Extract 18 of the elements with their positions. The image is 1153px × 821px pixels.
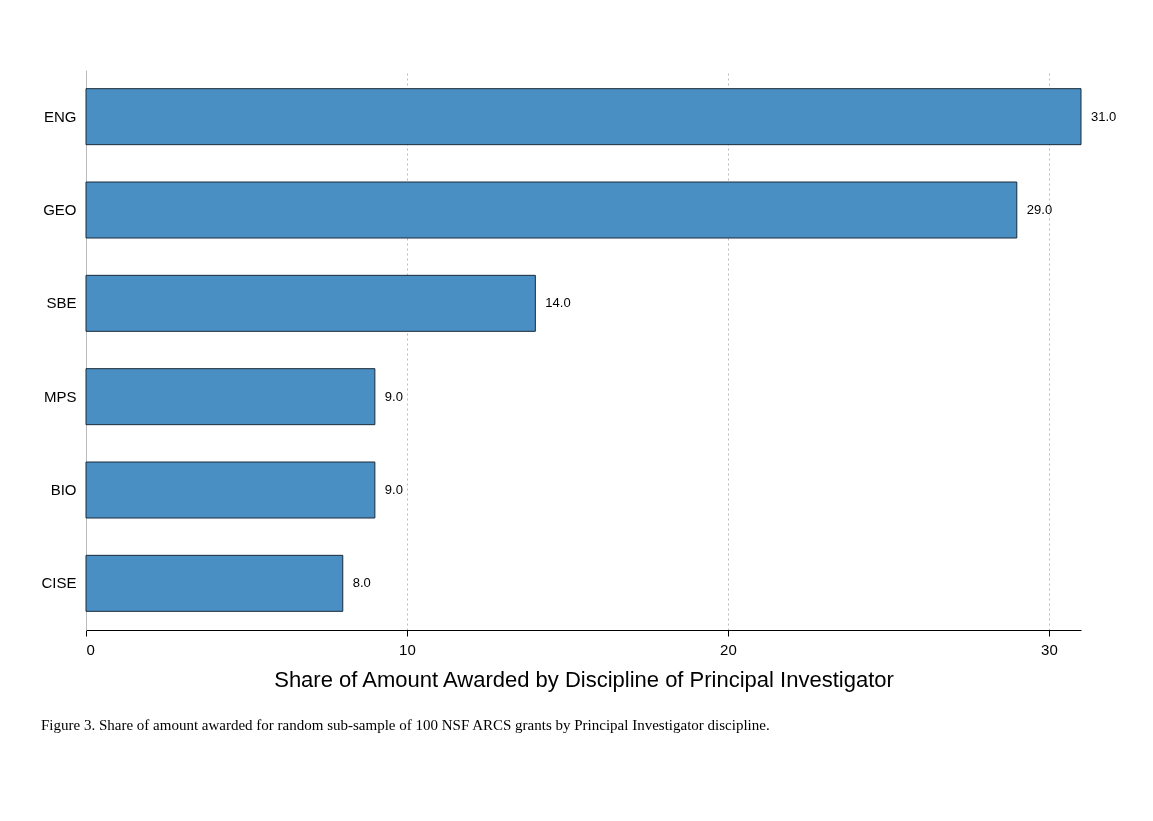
data-label: 29.0 bbox=[1026, 202, 1053, 217]
y-tick-label: SBE bbox=[46, 294, 77, 312]
data-label: 14.0 bbox=[545, 295, 571, 311]
y-tick-label: ENG bbox=[43, 107, 77, 125]
data-label: 9.0 bbox=[384, 482, 403, 497]
x-tick-label: 20 bbox=[720, 640, 737, 658]
y-tick-label: GEO bbox=[43, 201, 77, 218]
data-label: 8.0 bbox=[352, 575, 371, 591]
x-axis-title: Share of Amount Awarded by Discipline of Principal Investigator bbox=[274, 666, 894, 692]
y-tick-label: BIO bbox=[50, 481, 77, 498]
x-tick-label: 0 bbox=[86, 640, 95, 658]
caption: Figure 3. Share of amount awarded for random sub-sample of 100 NSF ARCS grants by Principal Investigator discipline. bbox=[40, 717, 770, 733]
y-tick-label: CISE bbox=[41, 574, 77, 592]
x-tick-label: 10 bbox=[399, 640, 416, 658]
data-label: 9.0 bbox=[384, 388, 403, 404]
data-label: 31.0 bbox=[1091, 108, 1117, 124]
y-tick-label: MPS bbox=[43, 387, 77, 405]
x-tick-label: 30 bbox=[1041, 640, 1058, 658]
